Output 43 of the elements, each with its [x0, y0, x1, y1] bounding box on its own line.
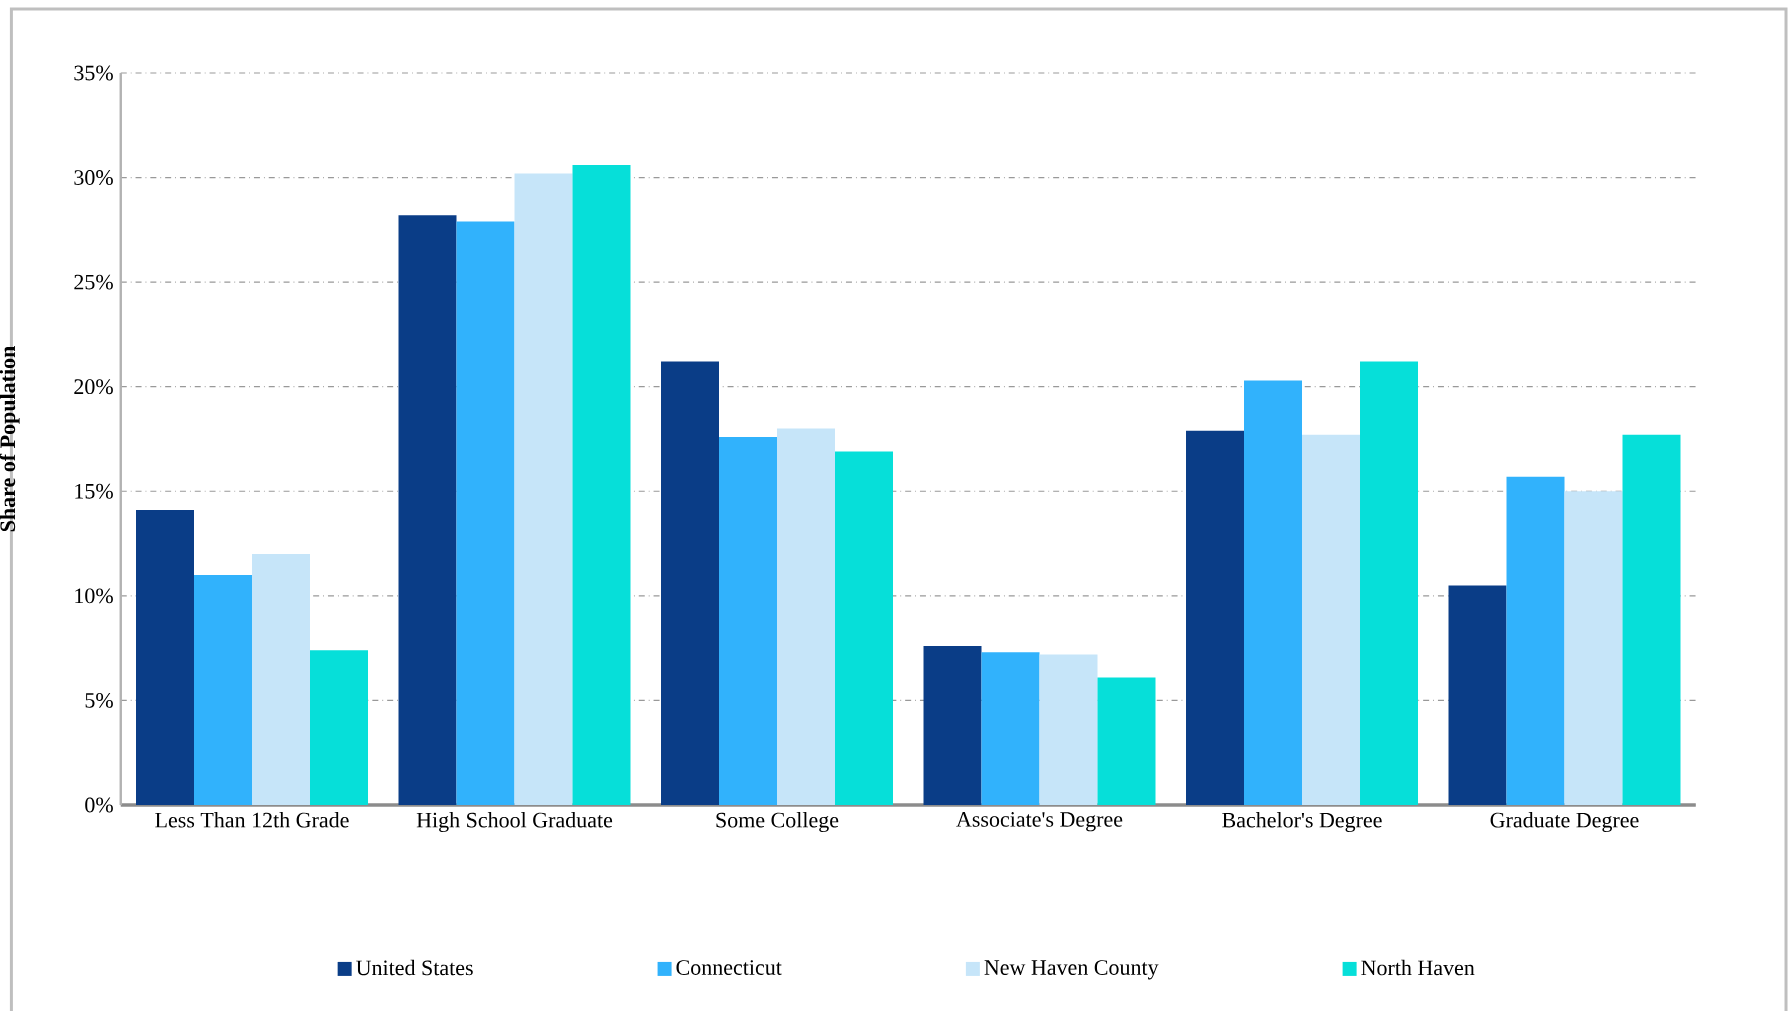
bar	[981, 652, 1040, 805]
y-tick-label: 10%	[75, 588, 113, 604]
y-tick-label: 35%	[74, 65, 113, 81]
bar	[1564, 491, 1623, 805]
bar	[398, 215, 457, 805]
bar	[835, 451, 893, 805]
x-tick-label: High School Graduate	[416, 812, 613, 833]
bar	[514, 173, 573, 805]
x-tick-label: Graduate Degree	[1490, 812, 1639, 833]
bar	[1448, 585, 1507, 805]
y-axis-title: Share of Population	[0, 346, 20, 532]
y-tick-label: 5%	[85, 692, 113, 708]
y-tick-label: 0%	[85, 797, 113, 813]
legend-label: Connecticut	[676, 960, 782, 975]
y-tick-label: 25%	[74, 274, 113, 290]
bar	[777, 428, 836, 805]
bar	[1186, 430, 1245, 805]
bar	[252, 554, 311, 805]
bar	[661, 361, 720, 805]
bar	[1244, 380, 1302, 805]
legend-label: North Haven	[1361, 959, 1475, 976]
bar	[136, 510, 194, 805]
bar	[1039, 654, 1098, 805]
bar	[194, 574, 253, 805]
y-tick-label: 30%	[74, 170, 113, 186]
x-tick-label: Associate's Degree	[956, 812, 1123, 832]
bar	[719, 436, 778, 805]
y-tick-label: 20%	[74, 379, 113, 395]
bar	[572, 165, 631, 805]
bar	[310, 650, 369, 805]
bar	[1360, 361, 1419, 805]
bar	[1506, 476, 1565, 805]
bar	[1097, 677, 1156, 805]
bar	[1622, 434, 1681, 805]
x-tick-label: Some College	[716, 812, 839, 833]
x-tick-label: Less Than 12th Grade	[155, 812, 349, 828]
y-tick-label: 15%	[75, 483, 113, 499]
bar	[1302, 434, 1361, 805]
legend-label: New Haven County	[984, 960, 1159, 980]
bar	[456, 221, 515, 805]
legend-label: United States	[356, 959, 473, 976]
bar	[923, 646, 982, 805]
x-tick-label: Bachelor's Degree	[1222, 812, 1382, 833]
